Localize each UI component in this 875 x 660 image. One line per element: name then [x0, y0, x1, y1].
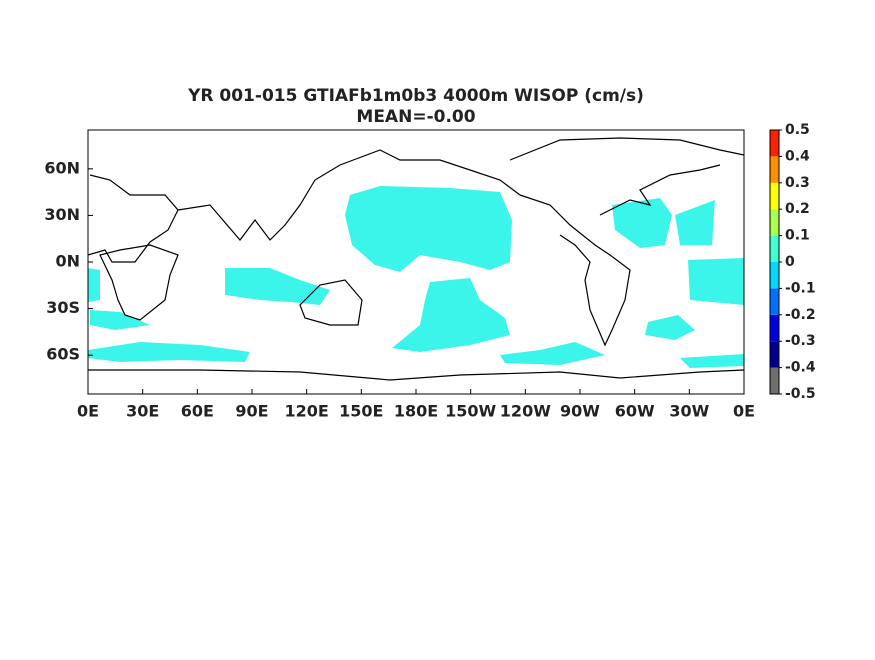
y-tick-label: 30N — [44, 205, 80, 224]
x-tick-label: 150E — [339, 402, 383, 421]
colorbar-tick-label: 0 — [785, 254, 795, 270]
title: YR 001-015 GTIAFb1m0b3 4000m WISOP (cm/s… — [187, 86, 644, 106]
colorbar-segment — [770, 262, 779, 289]
colorbar-tick-label: -0.3 — [785, 333, 816, 349]
colorbar-segment — [770, 130, 779, 157]
field — [88, 186, 744, 368]
y-tick-label: 60N — [44, 158, 80, 177]
colorbar-segment — [770, 156, 779, 183]
colorbar-segment — [770, 288, 779, 315]
colorbar-tick-label: 0.1 — [785, 228, 810, 244]
colorbar-segment — [770, 314, 779, 342]
x-tick-label: 30W — [669, 402, 709, 421]
colorbar-segment — [770, 182, 779, 210]
x-tick-label: 0E — [77, 402, 99, 421]
x-tick-label: 60W — [615, 402, 655, 421]
y-tick-label: 60S — [46, 345, 80, 364]
subtitle: MEAN=-0.00 — [356, 107, 475, 127]
x-tick-label: 60E — [181, 402, 214, 421]
y-tick-label: 30S — [46, 298, 80, 317]
colorbar-tick-label: -0.2 — [785, 307, 816, 323]
coastlines — [87, 137, 745, 381]
colorbar-tick-label: -0.5 — [785, 386, 816, 402]
x-tick-label: 120E — [285, 402, 329, 421]
colorbar-segment — [770, 209, 779, 236]
colorbar-segment — [770, 367, 779, 394]
x-tick-label: 30E — [126, 402, 159, 421]
colorbar-tick-label: -0.1 — [785, 280, 816, 296]
colorbar-tick-label: -0.4 — [785, 360, 816, 376]
colorbar-segment — [770, 341, 779, 368]
x-tick-label: 90W — [560, 402, 600, 421]
x-tick-label: 150W — [445, 402, 496, 421]
x-tick-label: 180E — [394, 402, 438, 421]
x-tick-label: 0E — [733, 402, 755, 421]
y-tick-label: 0N — [55, 252, 80, 271]
axes: 0E 30E 60E 90E 120E 150E 180E 150W 120W 90W 60W 30W… — [44, 122, 816, 421]
colorbar-tick-label: 0.5 — [785, 122, 810, 138]
colorbar-tick-label: 0.4 — [785, 148, 810, 164]
x-tick-label: 120W — [500, 402, 551, 421]
colorbar-tick-label: 0.2 — [785, 201, 810, 217]
colorbar-segment — [770, 235, 779, 262]
x-tick-label: 90E — [235, 402, 268, 421]
colorbar-tick-label: 0.3 — [785, 175, 810, 191]
